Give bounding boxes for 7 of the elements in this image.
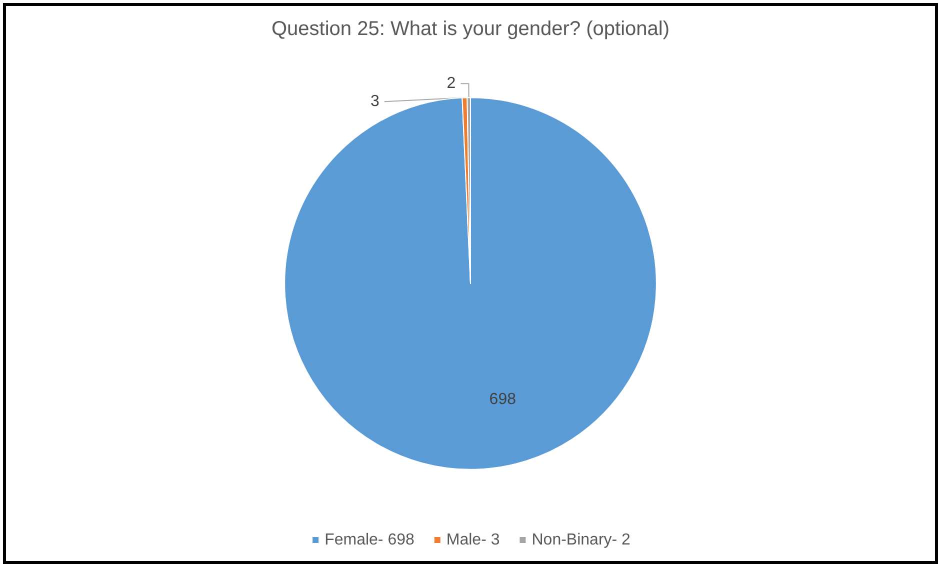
data-label: 2	[446, 75, 456, 92]
legend-label: Female- 698	[324, 532, 414, 548]
chart-title: Question 25: What is your gender? (optional)	[272, 18, 670, 40]
data-label: 698	[489, 390, 516, 408]
data-label: 3	[370, 93, 380, 110]
legend-label: Non-Binary- 2	[532, 532, 631, 548]
legend-label: Male- 3	[446, 532, 500, 548]
